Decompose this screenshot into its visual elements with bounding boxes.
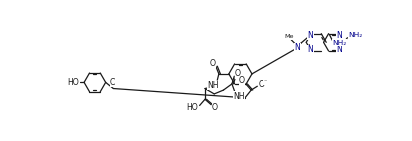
Text: HO: HO [68,78,79,87]
Text: NH: NH [207,81,218,90]
Text: O: O [239,76,245,85]
Text: NH: NH [233,92,245,101]
Text: O: O [258,80,264,89]
Text: N: N [337,31,342,40]
Text: O: O [235,69,241,78]
Text: ⁻: ⁻ [263,80,267,85]
Text: HO: HO [186,103,198,112]
Text: O: O [212,103,218,112]
Text: C: C [110,78,115,87]
Text: N: N [308,45,314,54]
Text: N: N [295,43,300,52]
Text: O: O [210,59,216,68]
Text: NH₂: NH₂ [348,32,362,38]
Text: N: N [337,45,342,54]
Text: NH₂: NH₂ [332,40,346,46]
Text: N: N [308,31,314,40]
Text: Me: Me [284,34,294,39]
